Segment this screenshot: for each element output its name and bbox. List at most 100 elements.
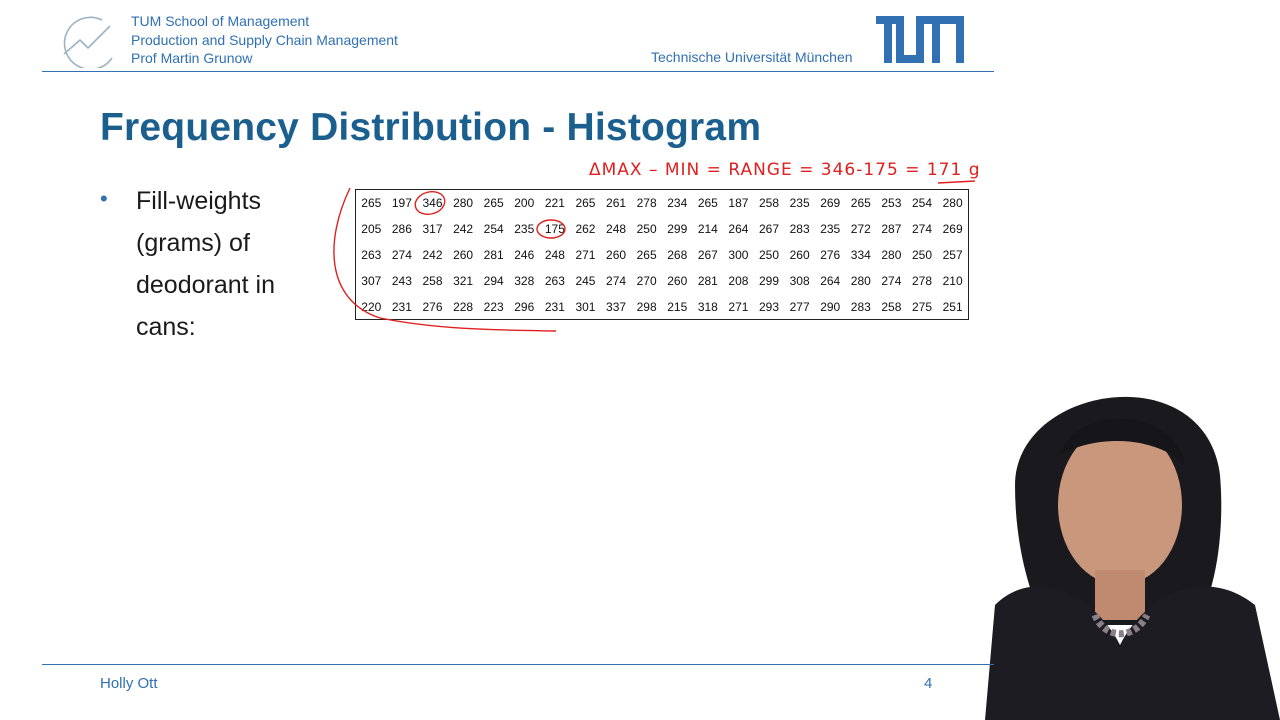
table-cell: 258 (881, 300, 902, 314)
table-cell: 290 (820, 300, 841, 314)
table-cell: 248 (606, 222, 627, 236)
table-cell: 276 (422, 300, 443, 314)
table-cell: 258 (759, 196, 780, 210)
header-line-professor: Prof Martin Grunow (131, 50, 253, 66)
table-cell: 301 (575, 300, 596, 314)
table-cell: 258 (422, 274, 443, 288)
table-cell: 268 (667, 248, 688, 262)
table-cell: 283 (789, 222, 810, 236)
table-cell: 200 (514, 196, 535, 210)
table-cell: 271 (728, 300, 749, 314)
table-cell: 253 (881, 196, 902, 210)
table-cell: 277 (789, 300, 810, 314)
table-cell: 278 (636, 196, 657, 210)
table-cell: 215 (667, 300, 688, 314)
table-cell: 264 (728, 222, 749, 236)
table-cell: 228 (453, 300, 474, 314)
table-cell: 280 (453, 196, 474, 210)
table-row: 205 286 317 242 254 235 175 262 248 250 299 214 264 2… (356, 216, 968, 242)
table-cell: 254 (911, 196, 932, 210)
table-cell: 250 (636, 222, 657, 236)
table-cell: 261 (606, 196, 627, 210)
table-cell: 281 (697, 274, 718, 288)
table-cell: 346 (422, 196, 443, 210)
table-cell: 298 (636, 300, 657, 314)
table-cell: 274 (606, 274, 627, 288)
slide-title: Frequency Distribution - Histogram (100, 106, 762, 149)
table-cell: 214 (697, 222, 718, 236)
table-cell: 235 (789, 196, 810, 210)
table-cell: 276 (820, 248, 841, 262)
table-cell: 321 (453, 274, 474, 288)
table-cell: 250 (911, 248, 932, 262)
table-cell: 269 (820, 196, 841, 210)
table-cell: 251 (942, 300, 963, 314)
table-cell: 308 (789, 274, 810, 288)
table-cell: 317 (422, 222, 443, 236)
table-cell: 267 (759, 222, 780, 236)
table-cell: 267 (697, 248, 718, 262)
table-cell: 296 (514, 300, 535, 314)
table-cell: 283 (850, 300, 871, 314)
table-cell: 287 (881, 222, 902, 236)
table-cell: 205 (361, 222, 382, 236)
table-cell: 231 (544, 300, 565, 314)
table-cell: 208 (728, 274, 749, 288)
table-cell: 263 (361, 248, 382, 262)
table-cell: 265 (361, 196, 382, 210)
table-cell: 265 (636, 248, 657, 262)
table-cell: 250 (759, 248, 780, 262)
table-cell: 265 (850, 196, 871, 210)
table-cell: 293 (759, 300, 780, 314)
footer-divider (42, 664, 994, 665)
table-cell: 235 (514, 222, 535, 236)
table-cell: 187 (728, 196, 749, 210)
table-cell: 242 (422, 248, 443, 262)
table-cell: 307 (361, 274, 382, 288)
bullet-marker: • (100, 186, 108, 211)
header-divider (42, 71, 994, 72)
table-cell: 248 (544, 248, 565, 262)
table-cell: 272 (850, 222, 871, 236)
table-cell: 265 (575, 196, 596, 210)
table-cell: 278 (911, 274, 932, 288)
table-cell: 263 (544, 274, 565, 288)
table-cell: 271 (575, 248, 596, 262)
table-cell: 318 (697, 300, 718, 314)
table-cell: 280 (850, 274, 871, 288)
presenter-name: Holly Ott (100, 675, 158, 692)
table-cell: 235 (820, 222, 841, 236)
table-cell: 260 (606, 248, 627, 262)
table-cell: 264 (820, 274, 841, 288)
table-cell: 243 (391, 274, 412, 288)
table-cell: 175 (544, 222, 565, 236)
tum-logo-icon (876, 16, 964, 63)
table-cell: 210 (942, 274, 963, 288)
table-cell: 245 (575, 274, 596, 288)
table-cell: 220 (361, 300, 382, 314)
table-cell: 281 (483, 248, 504, 262)
table-cell: 231 (391, 300, 412, 314)
table-cell: 254 (483, 222, 504, 236)
header-line-chair: Production and Supply Chain Management (131, 31, 398, 48)
school-logo-icon (63, 16, 113, 68)
header-line-school: TUM School of Management (131, 13, 310, 29)
table-cell: 274 (391, 248, 412, 262)
table-row: 265 197 346 280 265 200 221 265 261 278 234 265 187 2… (356, 190, 968, 216)
table-cell: 274 (881, 274, 902, 288)
table-cell: 275 (911, 300, 932, 314)
table-cell: 274 (911, 222, 932, 236)
table-cell: 265 (697, 196, 718, 210)
table-cell: 257 (942, 248, 963, 262)
table-cell: 300 (728, 248, 749, 262)
presenter-video (985, 396, 1280, 720)
table-cell: 234 (667, 196, 688, 210)
table-cell: 280 (881, 248, 902, 262)
table-cell: 299 (759, 274, 780, 288)
table-row: 307 243 258 321 294 328 263 245 274 270 260 281 208 2… (356, 268, 968, 294)
fill-weights-table: 265 197 346 280 265 200 221 265 261 278 234 265 187 2… (355, 189, 969, 320)
table-cell: 337 (606, 300, 627, 314)
table-cell: 328 (514, 274, 535, 288)
bullet-text: Fill-weights (grams) of deodorant in can… (136, 187, 276, 341)
